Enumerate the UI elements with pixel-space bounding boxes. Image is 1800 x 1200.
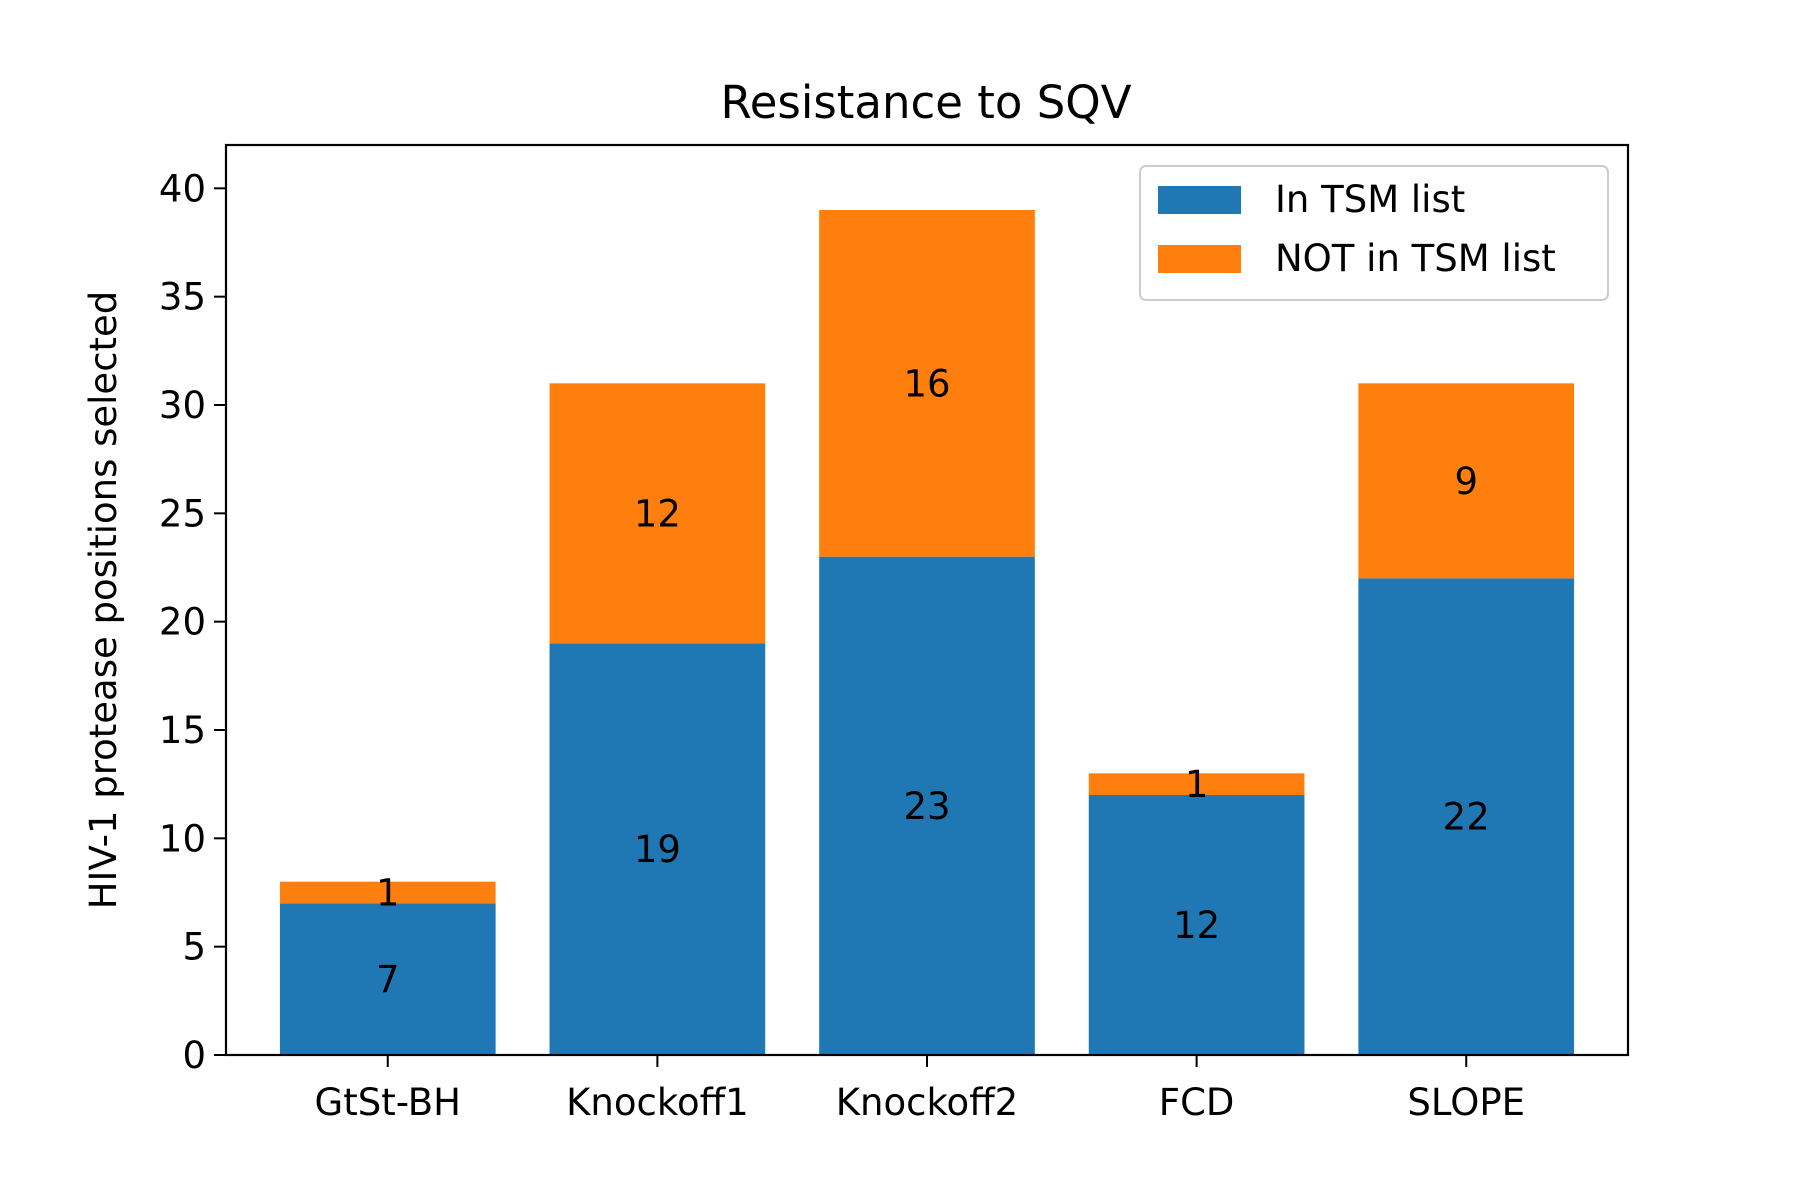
bar-knockoff1-series-2 [549, 383, 766, 644]
x-axis: GtSt-BH Knockoff1 Knockoff2 FCD SLOPE [315, 1055, 1525, 1124]
legend-label-series-2: NOT in TSM list [1275, 237, 1556, 280]
legend: In TSM list NOT in TSM list [1139, 165, 1609, 301]
data-label-knockoff2-series-1: 23 [903, 785, 950, 828]
data-label-knockoff1-series-1: 19 [634, 828, 681, 871]
x-tick-label: Knockoff1 [566, 1081, 748, 1124]
x-tick-label: SLOPE [1407, 1081, 1525, 1124]
y-tick-label: 40 [159, 167, 206, 210]
y-tick-label: 5 [182, 926, 206, 969]
y-axis-label: HIV-1 protease positions selected [82, 291, 125, 910]
bars-group [279, 210, 1575, 1055]
data-label-knockoff2-series-2: 16 [903, 362, 950, 405]
legend-swatch-series-1 [1158, 186, 1241, 214]
bar-slope-series-2 [1358, 383, 1575, 579]
y-tick-label: 30 [159, 384, 206, 427]
y-tick-label: 15 [159, 709, 206, 752]
y-tick-label: 35 [159, 276, 206, 319]
bar-knockoff2-series-1 [819, 556, 1035, 1055]
bar-gtst-bh-series-1 [279, 903, 496, 1055]
y-tick-label: 0 [182, 1034, 206, 1077]
bar-knockoff2-series-2 [819, 210, 1035, 557]
data-label-knockoff1-series-2: 12 [634, 492, 681, 535]
bar-slope-series-1 [1358, 578, 1575, 1055]
data-label-gtst-bh-series-1: 7 [376, 958, 400, 1001]
y-tick-label: 20 [159, 601, 206, 644]
data-label-slope-series-1: 22 [1443, 796, 1490, 839]
bar-labels-group: 7 1 19 12 23 16 12 1 22 9 [376, 362, 1490, 1001]
data-label-fcd-series-1: 12 [1173, 904, 1220, 947]
legend-label-series-1: In TSM list [1275, 178, 1465, 221]
legend-box [1139, 165, 1609, 301]
data-label-fcd-series-2: 1 [1185, 763, 1209, 806]
y-axis: 0 5 10 15 20 25 30 35 40 [159, 167, 226, 1077]
data-label-slope-series-2: 9 [1454, 460, 1478, 503]
data-label-gtst-bh-series-2: 1 [376, 872, 400, 915]
legend-swatch-series-2 [1158, 245, 1241, 273]
y-tick-label: 10 [159, 817, 206, 860]
y-tick-label: 25 [159, 492, 206, 535]
bar-fcd-series-1 [1088, 795, 1305, 1055]
x-tick-label: GtSt-BH [315, 1081, 461, 1124]
x-tick-label: Knockoff2 [836, 1081, 1018, 1124]
chart-title: Resistance to SQV [720, 76, 1131, 129]
bar-gtst-bh-series-2 [279, 881, 496, 904]
bar-knockoff1-series-1 [549, 643, 766, 1055]
x-tick-label: FCD [1159, 1081, 1235, 1124]
bar-fcd-series-2 [1088, 773, 1305, 795]
